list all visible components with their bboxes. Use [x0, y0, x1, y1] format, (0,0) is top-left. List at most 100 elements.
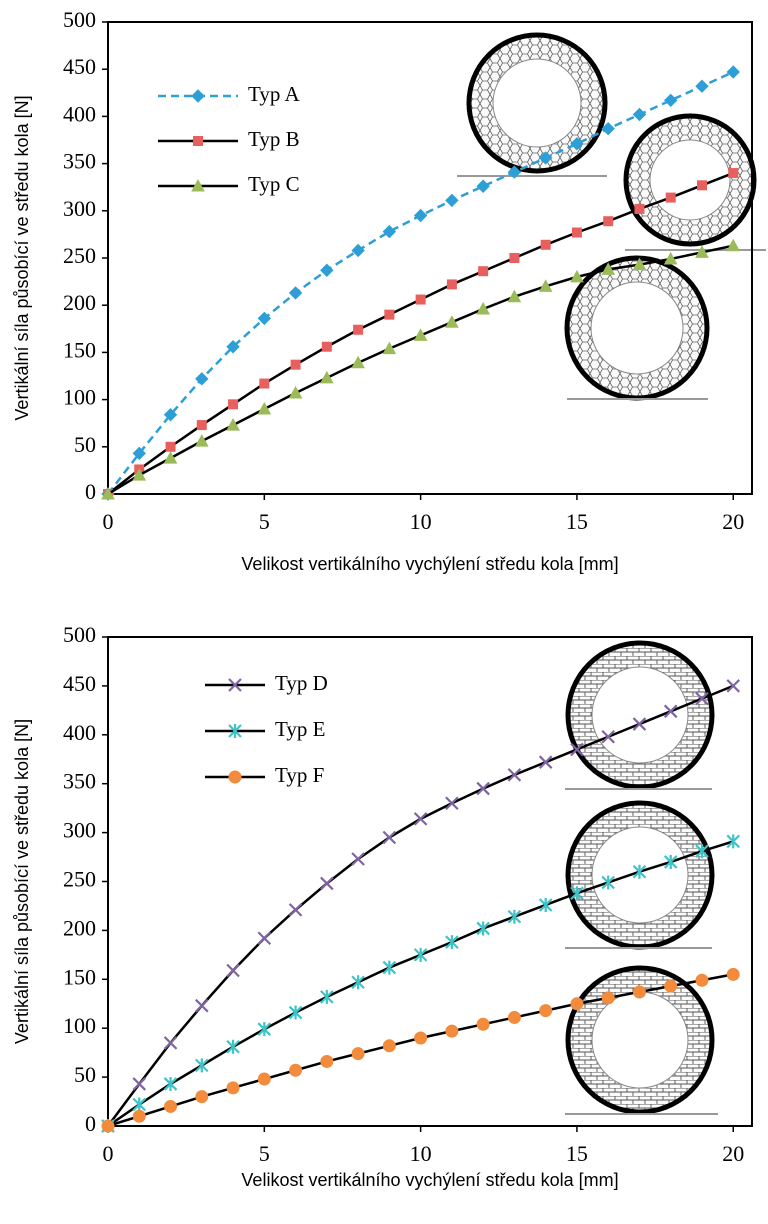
marker: [446, 279, 457, 290]
marker: [195, 998, 209, 1013]
marker: [257, 931, 272, 946]
marker: [726, 834, 741, 849]
marker: [476, 1017, 490, 1031]
marker: [226, 418, 240, 431]
marker: [351, 975, 365, 990]
y-tick-label: 350: [63, 149, 96, 174]
marker: [163, 407, 178, 422]
marker: [382, 341, 397, 355]
marker: [726, 679, 741, 693]
marker: [413, 812, 428, 826]
marker: [257, 1072, 271, 1086]
marker: [226, 1081, 240, 1095]
marker: [289, 1063, 303, 1077]
marker: [571, 227, 582, 238]
y-tick-label: 300: [63, 818, 96, 843]
marker: [414, 1031, 428, 1045]
marker: [288, 903, 303, 917]
y-tick-label: 0: [85, 479, 96, 504]
marker: [319, 370, 334, 384]
legend-marker: [193, 136, 203, 146]
marker: [663, 251, 678, 265]
y-tick-label: 50: [74, 432, 96, 457]
legend-label: Typ A: [248, 82, 300, 106]
marker: [320, 1054, 334, 1068]
marker: [163, 451, 178, 464]
legend-label: Typ F: [275, 763, 324, 787]
marker: [603, 216, 614, 227]
wheel: [565, 640, 715, 790]
x-tick-label: 15: [566, 1141, 588, 1166]
marker: [695, 973, 709, 987]
x-tick-label: 20: [722, 1141, 744, 1166]
y-tick-label: 400: [63, 720, 96, 745]
marker: [632, 717, 647, 731]
marker: [726, 238, 741, 252]
x-tick-label: 5: [259, 509, 270, 534]
marker: [476, 921, 490, 936]
marker: [132, 446, 146, 461]
marker: [228, 399, 239, 410]
marker: [382, 830, 397, 845]
marker: [101, 1119, 115, 1133]
marker: [632, 985, 646, 999]
x-axis-label: Velikost vertikálního vychýlení středu k…: [241, 554, 618, 574]
marker: [538, 897, 553, 912]
marker: [726, 65, 740, 79]
marker: [259, 378, 270, 389]
marker: [478, 266, 489, 277]
marker: [538, 151, 553, 165]
marker: [351, 243, 365, 258]
marker: [195, 1058, 209, 1073]
x-tick-label: 0: [103, 509, 114, 534]
marker: [384, 309, 395, 320]
marker: [413, 208, 428, 223]
marker: [695, 844, 709, 859]
marker: [507, 768, 522, 782]
marker: [351, 852, 365, 866]
marker: [288, 286, 303, 300]
marker: [163, 1036, 178, 1050]
marker: [695, 245, 709, 258]
marker: [445, 796, 459, 811]
marker: [476, 781, 490, 796]
wheel: [565, 965, 718, 1115]
y-tick-label: 350: [63, 769, 96, 794]
wheel: [564, 255, 710, 401]
marker: [445, 1024, 459, 1038]
legend-marker: [228, 678, 242, 692]
marker: [476, 301, 490, 315]
marker: [728, 168, 739, 179]
legend-marker: [228, 724, 242, 738]
marker: [476, 179, 490, 193]
marker: [695, 691, 709, 706]
x-axis-label: Velikost vertikálního vychýlení středu k…: [241, 1170, 618, 1190]
marker: [601, 991, 615, 1005]
marker: [570, 269, 584, 283]
marker: [226, 963, 240, 978]
marker: [320, 263, 334, 277]
marker: [664, 93, 678, 108]
marker: [351, 1047, 365, 1061]
marker: [601, 121, 615, 136]
y-tick-label: 0: [85, 1111, 96, 1136]
y-tick-label: 200: [63, 290, 96, 315]
y-tick-label: 500: [63, 622, 96, 647]
marker: [445, 935, 459, 950]
marker: [320, 989, 334, 1004]
marker: [726, 967, 740, 981]
y-tick-label: 400: [63, 101, 96, 126]
marker: [257, 1022, 272, 1037]
marker: [696, 180, 707, 191]
y-tick-label: 300: [63, 196, 96, 221]
marker: [164, 1099, 178, 1113]
marker: [507, 289, 522, 303]
marker: [195, 1090, 209, 1104]
marker: [413, 328, 428, 341]
marker: [507, 1010, 521, 1024]
marker: [195, 372, 209, 386]
marker: [382, 1039, 396, 1053]
marker: [194, 434, 209, 447]
y-axis-label: Vertikální síla působící ve středu kola …: [12, 719, 32, 1044]
y-tick-label: 150: [63, 964, 96, 989]
